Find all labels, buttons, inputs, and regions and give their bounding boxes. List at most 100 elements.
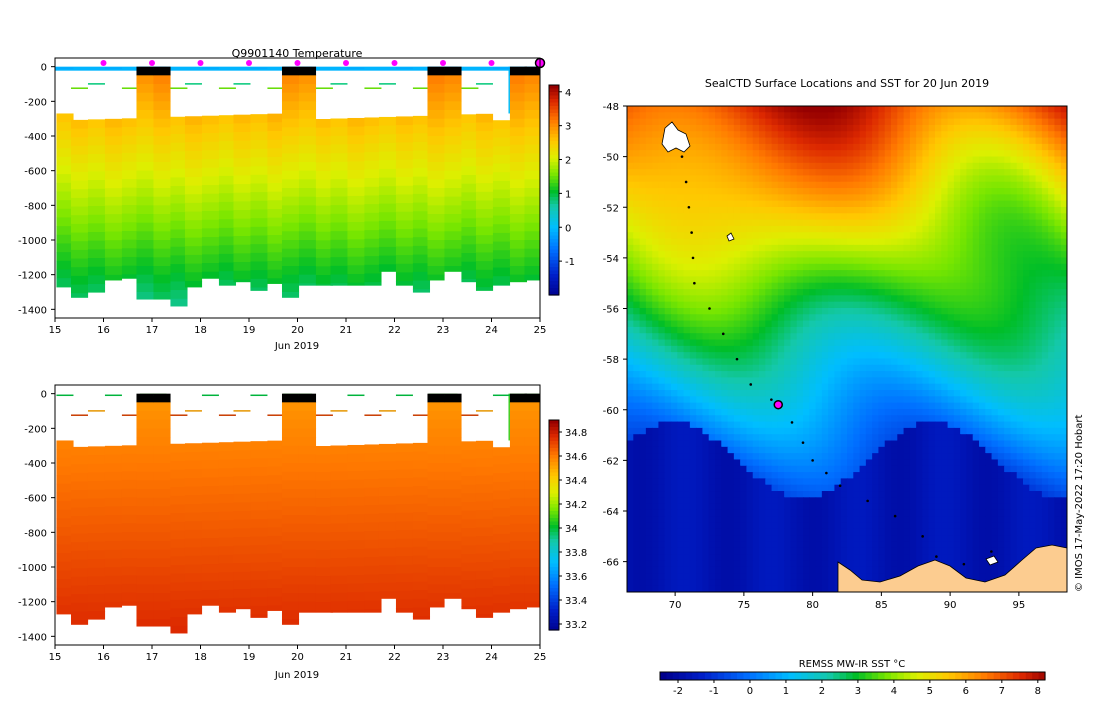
sst-cell xyxy=(746,175,753,182)
colorbar-cell xyxy=(549,564,559,568)
sst-cell xyxy=(702,194,709,201)
sst-cell xyxy=(790,257,797,264)
profile-cell xyxy=(122,584,139,593)
sst-cell xyxy=(872,346,879,353)
profile-cell xyxy=(122,497,139,506)
sst-cell xyxy=(753,125,760,132)
sst-cell xyxy=(885,188,892,195)
profile-cell xyxy=(233,219,250,228)
profile-cell xyxy=(510,437,527,446)
sst-cell xyxy=(728,131,735,138)
sst-cell xyxy=(797,112,804,119)
sst-cell xyxy=(1010,264,1017,271)
colorbar-cell xyxy=(549,138,559,142)
profile-cell xyxy=(510,153,527,162)
sst-cell xyxy=(652,112,659,119)
profile-cell xyxy=(105,455,122,464)
sst-cell xyxy=(916,384,923,391)
sst-cell xyxy=(640,232,647,239)
profile-cell xyxy=(299,498,316,507)
sst-cell xyxy=(841,125,848,132)
sst-cell xyxy=(847,144,854,151)
colorbar-cell xyxy=(549,103,559,107)
x-tick-label: 25 xyxy=(534,652,547,663)
profile-cell xyxy=(461,493,478,502)
sst-cell xyxy=(1048,239,1055,246)
sst-cell xyxy=(866,194,873,201)
sst-cell xyxy=(696,112,703,119)
sst-cell xyxy=(684,308,691,315)
sst-cell xyxy=(998,396,1005,403)
sst-cell xyxy=(891,251,898,258)
sst-cell xyxy=(671,169,678,176)
sst-cell xyxy=(803,125,810,132)
profile-cell xyxy=(56,484,73,493)
sst-cell xyxy=(853,245,860,252)
profile-cell xyxy=(427,171,444,180)
profile-cell xyxy=(493,285,510,286)
sst-cell xyxy=(759,163,766,170)
sst-cell xyxy=(1029,295,1036,302)
sst-cell xyxy=(897,119,904,126)
profile-cell xyxy=(476,605,493,614)
sst-cell xyxy=(816,257,823,264)
sst-cell xyxy=(734,384,741,391)
sst-cell xyxy=(1048,194,1055,201)
sst-cell xyxy=(627,188,634,195)
sst-cell xyxy=(860,188,867,195)
sst-cell xyxy=(1010,112,1017,119)
sst-cell xyxy=(922,207,929,214)
profile-cell xyxy=(379,143,396,152)
profile-cell xyxy=(347,257,364,266)
sst-cell xyxy=(696,365,703,372)
sst-cell xyxy=(929,226,936,233)
sst-cell xyxy=(778,390,785,397)
sst-cell xyxy=(847,365,854,372)
colorbar-cell xyxy=(549,99,559,103)
sst-cell xyxy=(979,302,986,309)
sst-cell xyxy=(753,201,760,208)
profile-cell xyxy=(250,510,267,519)
sst-cell xyxy=(753,163,760,170)
sst-cell xyxy=(1004,333,1011,340)
profile-cell xyxy=(461,279,478,282)
sst-cell xyxy=(960,321,967,328)
sst-cell xyxy=(872,270,879,277)
sst-cell xyxy=(1010,251,1017,258)
profile-cell xyxy=(316,585,333,594)
sst-cell xyxy=(652,270,659,277)
sst-cell xyxy=(709,390,716,397)
sst-cell xyxy=(904,131,911,138)
profile-cell xyxy=(427,463,444,472)
sst-cell xyxy=(910,232,917,239)
sst-cell xyxy=(677,220,684,227)
sst-cell xyxy=(891,276,898,283)
sst-cell xyxy=(941,251,948,258)
profile-cell xyxy=(364,187,381,196)
sst-cell xyxy=(809,302,816,309)
profile-cell xyxy=(282,550,299,559)
profile-cell xyxy=(510,428,527,437)
sst-cell xyxy=(816,131,823,138)
sst-cell xyxy=(960,308,967,315)
sst-cell xyxy=(1054,283,1061,290)
sst-cell xyxy=(966,106,973,113)
profile-cell xyxy=(153,162,170,171)
sst-cell xyxy=(702,270,709,277)
profile-cell xyxy=(153,275,170,284)
sst-cell xyxy=(1017,321,1024,328)
sst-cell xyxy=(684,321,691,328)
sst-cell xyxy=(784,365,791,372)
profile-cell xyxy=(493,577,510,586)
profile-cell xyxy=(427,205,444,214)
sst-cell xyxy=(966,257,973,264)
profile-cell xyxy=(347,549,364,558)
profile-cell xyxy=(413,608,430,617)
sst-cell xyxy=(904,188,911,195)
profile-cell xyxy=(122,567,139,576)
profile-cell xyxy=(396,264,413,273)
sst-cell xyxy=(904,333,911,340)
profile-cell xyxy=(379,221,396,230)
sst-cell xyxy=(665,245,672,252)
sst-cell xyxy=(992,175,999,182)
